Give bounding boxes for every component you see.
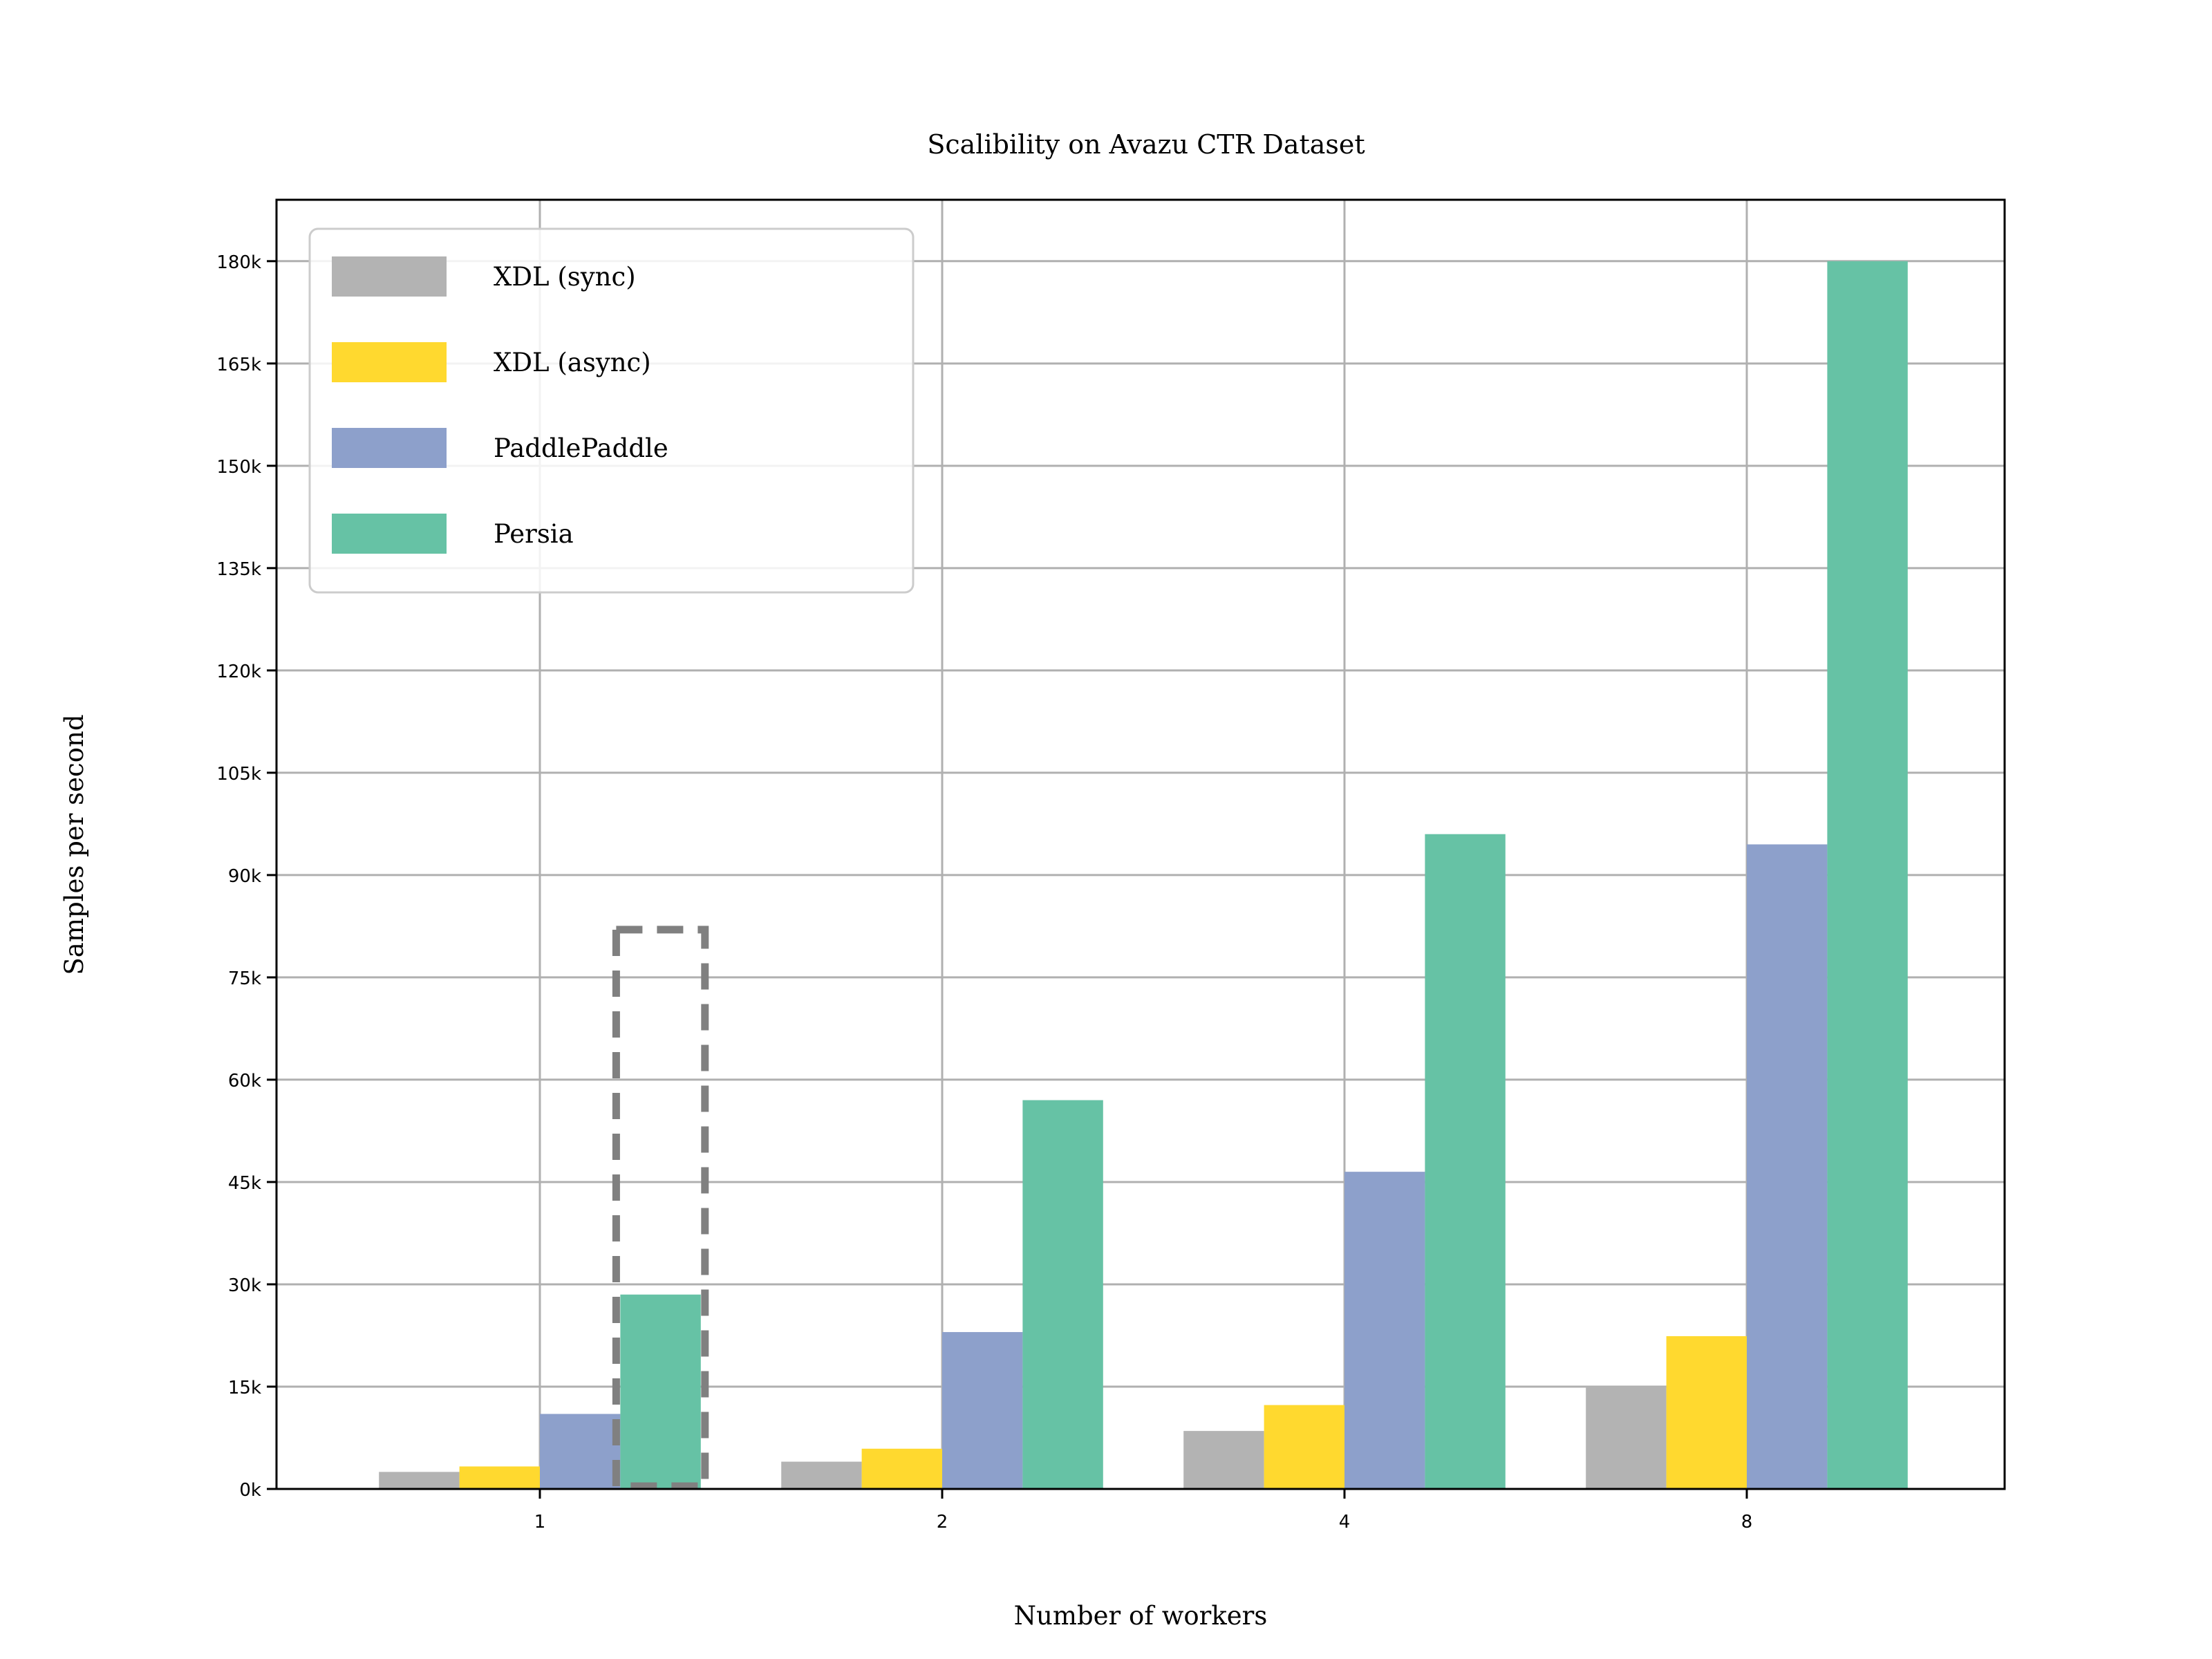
annotation (612, 926, 709, 1490)
grid (276, 200, 2005, 1490)
bar-paddlepaddle-1 (540, 1414, 621, 1489)
y-tick-label: 105k (216, 764, 261, 785)
bar-xdl-sync-2 (781, 1461, 862, 1489)
bar-xdl-async-1 (459, 1466, 540, 1489)
legend-swatch-xdl-sync (332, 256, 447, 297)
y-tick-label: 90k (228, 866, 261, 887)
bar-persia-4 (1425, 834, 1506, 1489)
y-axis-label: Samples per second (59, 714, 89, 975)
x-axis: 1 2 4 8 (534, 1489, 1753, 1533)
bar-xdl-sync-4 (1183, 1431, 1264, 1489)
y-tick-label: 180k (216, 252, 261, 273)
legend-label-xdl-sync: XDL (sync) (494, 262, 636, 292)
bar-xdl-sync-1 (379, 1472, 460, 1489)
legend-label-xdl-async: XDL (async) (494, 348, 651, 377)
legend-frame (308, 227, 915, 594)
y-tick-label: 15k (228, 1378, 261, 1398)
bar-xdl-sync-8 (1586, 1386, 1667, 1489)
y-tick-label: 165k (216, 355, 261, 375)
legend-label-persia: Persia (494, 519, 574, 549)
highlight-dashed-box (612, 926, 709, 1490)
x-tick-label: 4 (1339, 1512, 1351, 1533)
bar-xdl-async-8 (1666, 1335, 1747, 1489)
y-tick-label: 150k (216, 457, 261, 478)
x-tick-label: 2 (937, 1512, 948, 1533)
y-axis: 0k 15k 30k 45k 60k 75k 90k 105k 120k 135k 150k 165k… (216, 252, 276, 1501)
legend-label-paddlepaddle: PaddlePaddle (494, 433, 668, 463)
bar-persia-1 (620, 1294, 701, 1489)
bar-xdl-async-4 (1264, 1405, 1344, 1489)
y-tick-label: 30k (228, 1275, 261, 1296)
chart-title: Scalibility on Avazu CTR Dataset (927, 129, 1365, 160)
legend-swatch-paddlepaddle (332, 428, 447, 468)
bar-paddlepaddle-2 (942, 1332, 1023, 1489)
legend-swatch-persia (332, 514, 447, 554)
y-tick-label: 120k (216, 662, 261, 682)
x-tick-label: 1 (534, 1512, 546, 1533)
y-tick-label: 45k (228, 1173, 261, 1194)
bar-persia-8 (1827, 261, 1908, 1489)
bars (379, 261, 1908, 1489)
legend: XDL (sync) XDL (async) PaddlePaddle Persia (308, 227, 915, 594)
y-tick-label: 135k (216, 559, 261, 580)
x-tick-label: 8 (1741, 1512, 1753, 1533)
y-tick-label: 75k (228, 968, 261, 989)
bar-xdl-async-2 (861, 1448, 942, 1489)
plot-frame (275, 198, 2006, 1490)
x-axis-label: Number of workers (1014, 1601, 1268, 1631)
bar-persia-2 (1022, 1100, 1103, 1489)
bar-paddlepaddle-8 (1747, 844, 1828, 1489)
legend-swatch-xdl-async (332, 342, 447, 382)
y-tick-label: 0k (239, 1480, 261, 1501)
bar-paddlepaddle-4 (1344, 1172, 1425, 1489)
y-tick-label: 60k (228, 1071, 261, 1091)
